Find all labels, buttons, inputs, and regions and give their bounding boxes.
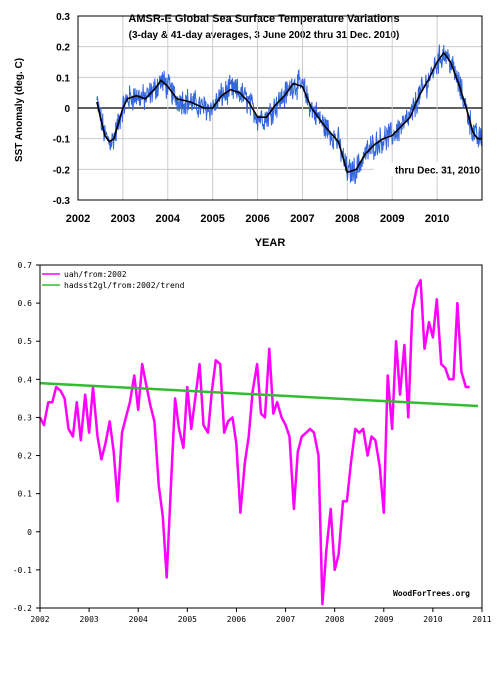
y-tick-label: -0.2 (53, 165, 71, 176)
y-tick-label: 0.4 (18, 375, 33, 384)
x-tick-label: 2004 (129, 615, 148, 624)
x-tick-label: 2003 (111, 213, 135, 225)
x-tick-label: 2008 (325, 615, 344, 624)
x-tick-label: 2009 (380, 213, 404, 225)
x-tick-label: 2007 (290, 213, 314, 225)
plot-frame (39, 264, 483, 609)
annotation-text: thru Dec. 31, 2010 (395, 165, 480, 176)
x-tick-label: 2009 (374, 615, 393, 624)
legend-label-hadsst2: hadsst2gl/from:2002/trend (64, 281, 185, 290)
legend-label-uah: uah/from:2002 (64, 270, 127, 279)
x-axis-label: YEAR (255, 237, 286, 249)
y-tick-label: -0.2 (13, 604, 32, 613)
y-tick-label: -0.1 (53, 135, 71, 146)
x-tick-label: 2002 (30, 615, 49, 624)
y-tick-label: 0.1 (56, 73, 70, 84)
y-tick-label: -0.3 (53, 196, 71, 207)
x-tick-label: 2010 (423, 615, 442, 624)
chart-title: AMSR-E Global Sea Surface Temperature Va… (128, 13, 399, 25)
y-tick-label: -0.1 (13, 566, 32, 575)
y-tick-label: 0.7 (18, 261, 33, 270)
x-tick-label: 2005 (200, 213, 224, 225)
y-tick-label: 0.6 (18, 299, 33, 308)
x-tick-label: 2006 (245, 213, 269, 225)
wft-temperature-chart: -0.2 -0.1 0 0.1 0.2 0.3 0.4 0.5 0.6 0.7 2002 2003 2… (13, 261, 492, 624)
annotation-background (374, 162, 480, 177)
y-tick-label: 0.3 (18, 413, 33, 422)
x-tick-label: 2004 (156, 213, 181, 225)
uah-series-line (38, 278, 470, 606)
watermark: WoodForTrees.org (393, 589, 470, 598)
x-tick-label: 2005 (178, 615, 197, 624)
x-tick-label: 2008 (335, 213, 359, 225)
sst-anomaly-chart: AMSR-E Global Sea Surface Temperature Va… (14, 12, 483, 249)
x-tick-label: 2003 (79, 615, 98, 624)
x-tick-label: 2007 (276, 615, 295, 624)
x-tick-label: 2010 (425, 213, 449, 225)
y-tick-label: 0 (27, 528, 32, 537)
41-day-average-series (96, 51, 482, 174)
y-tick-label: 0.2 (18, 452, 33, 461)
y-tick-label: 0.2 (56, 43, 70, 54)
y-tick-label: 0.5 (18, 337, 33, 346)
x-tick-label: 2011 (472, 615, 491, 624)
y-axis-label: SST Anomaly (deg. C) (14, 58, 25, 162)
legend: uah/from:2002 hadsst2gl/from:2002/trend (42, 270, 185, 290)
y-tick-label: 0.1 (18, 490, 33, 499)
x-tick-label: 2002 (66, 213, 90, 225)
chart-subtitle: (3-day & 41-day averages, 3 June 2002 th… (129, 30, 400, 41)
x-tick-label: 2006 (227, 615, 246, 624)
y-tick-label: 0 (64, 104, 70, 115)
plot-frame (77, 15, 483, 201)
hadsst2-trend-line (39, 381, 479, 408)
y-tick-label: 0.3 (56, 12, 70, 23)
